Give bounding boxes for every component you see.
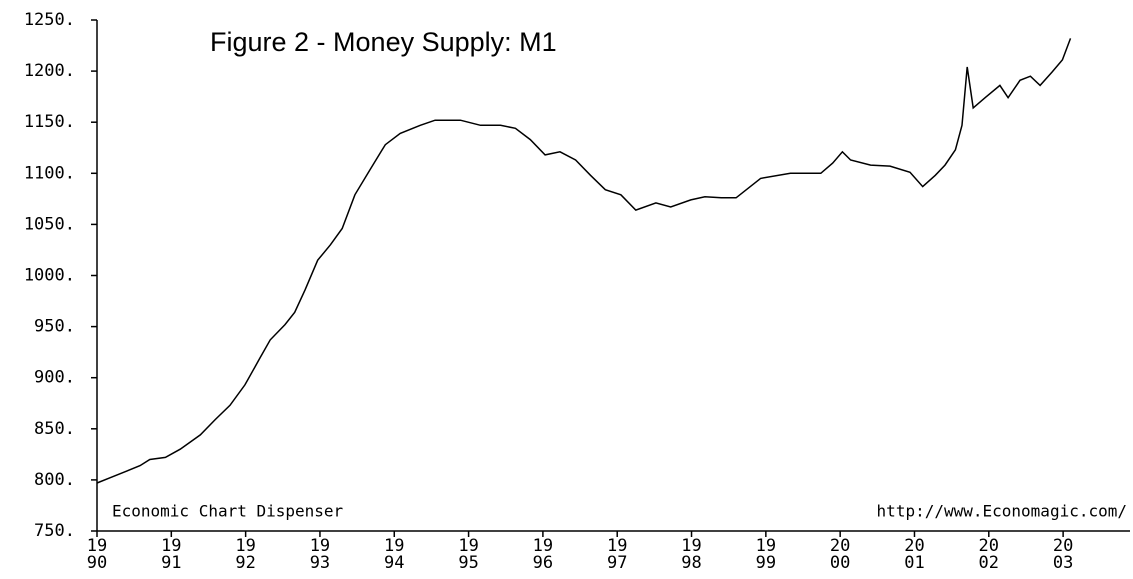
x-tick-label: 19 95 <box>458 536 479 573</box>
x-tick-label: 19 92 <box>235 536 256 573</box>
y-tick-label: 1150. <box>24 112 75 132</box>
y-tick-label: 950. <box>34 317 75 337</box>
y-tick-label: 1250. <box>24 10 75 30</box>
y-tick-label: 1200. <box>24 61 75 81</box>
x-tick-label: 19 96 <box>532 536 554 573</box>
x-tick-label: 19 90 <box>86 536 108 573</box>
data-line <box>96 38 1072 484</box>
x-tick-label: 20 00 <box>829 536 851 573</box>
y-tick-label: 800. <box>34 470 75 490</box>
y-tick-label: 1100. <box>24 163 75 183</box>
x-tick-label: 19 94 <box>384 536 405 573</box>
x-tick-label: 19 99 <box>755 536 777 573</box>
x-tick-label: 20 01 <box>904 536 925 573</box>
y-tick-label: 900. <box>34 368 75 388</box>
x-tick-label: 20 02 <box>978 536 1000 573</box>
source-note: Economic Chart Dispenser <box>112 502 344 521</box>
y-tick-label: 1050. <box>24 214 75 234</box>
x-tick-label: 19 98 <box>681 536 702 573</box>
x-tick-label: 19 93 <box>309 536 331 573</box>
x-tick-label: 19 91 <box>161 536 182 573</box>
y-tick-label: 750. <box>34 521 75 541</box>
y-tick-label: 1000. <box>24 266 75 286</box>
x-tick-label: 20 03 <box>1052 536 1074 573</box>
x-tick-label: 19 97 <box>606 536 628 573</box>
y-tick-label: 850. <box>34 419 75 439</box>
chart-title: Figure 2 - Money Supply: M1 <box>210 27 557 57</box>
source-url: http://www.Economagic.com/ <box>877 502 1127 521</box>
